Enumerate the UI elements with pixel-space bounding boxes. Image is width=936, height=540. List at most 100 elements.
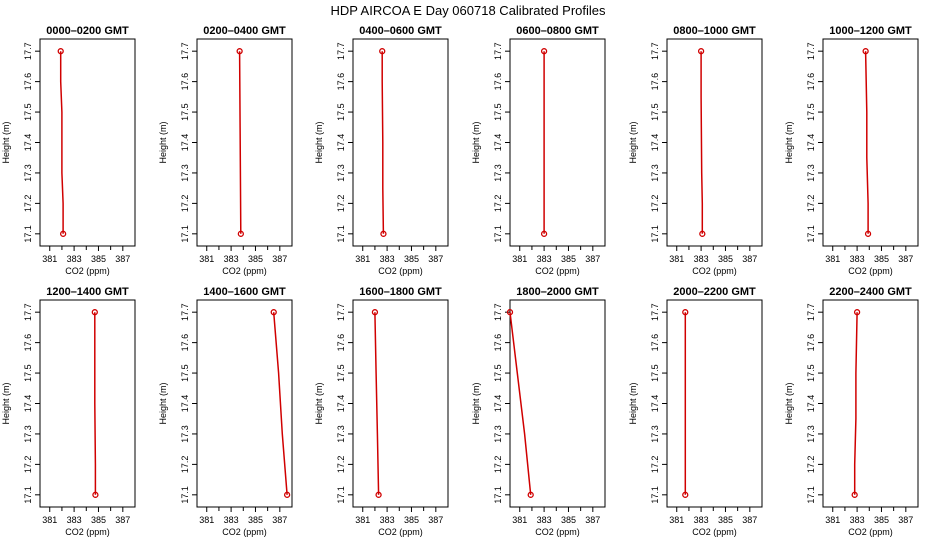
x-tick-label: 381 xyxy=(355,515,370,525)
y-tick-label: 17.4 xyxy=(806,134,816,152)
y-tick-label: 17.5 xyxy=(336,103,346,121)
x-axis-label: CO2 (ppm) xyxy=(65,527,110,537)
y-tick-label: 17.7 xyxy=(650,303,660,321)
endpoint-marker xyxy=(283,491,291,498)
y-tick-label: 17.5 xyxy=(180,103,190,121)
x-tick-label: 385 xyxy=(248,515,263,525)
y-tick-label: 17.6 xyxy=(806,334,816,352)
x-tick-label: 383 xyxy=(694,254,709,264)
x-axis-label: CO2 (ppm) xyxy=(692,266,737,276)
y-tick-label: 17.3 xyxy=(336,425,346,443)
y-tick-label: 17.2 xyxy=(23,456,33,474)
profile-line xyxy=(381,51,385,234)
endpoint-marker xyxy=(699,230,706,237)
panel-title: 2200–2400 GMT xyxy=(829,286,912,298)
x-tick-label: 387 xyxy=(115,515,130,525)
y-tick-label: 17.5 xyxy=(493,364,503,382)
profile-line xyxy=(94,312,97,495)
y-tick-label: 17.3 xyxy=(23,164,33,182)
y-tick-label: 17.4 xyxy=(180,134,190,152)
endpoint-marker xyxy=(540,48,548,55)
endpoint-marker xyxy=(682,491,689,498)
endpoint-marker xyxy=(540,230,548,237)
plot-frame xyxy=(39,38,136,247)
y-tick-label: 17.7 xyxy=(806,303,816,321)
y-tick-label: 17.5 xyxy=(493,103,503,121)
x-tick-label: 385 xyxy=(404,254,419,264)
y-tick-label: 17.1 xyxy=(23,225,33,243)
y-tick-label: 17.7 xyxy=(650,42,660,60)
endpoint-marker xyxy=(853,309,861,316)
y-tick-label: 17.2 xyxy=(806,456,816,474)
y-tick-label: 17.7 xyxy=(493,303,503,321)
profile-panel: 1200–1400 GMT 381 383 385 387 CO2 (ppm) 17.1 17… xyxy=(1,286,136,537)
x-tick-label: 381 xyxy=(512,515,527,525)
y-tick-label: 17.7 xyxy=(23,42,33,60)
figure-title: HDP AIRCOA E Day 060718 Calibrated Profi… xyxy=(330,3,606,18)
y-tick-label: 17.6 xyxy=(180,73,190,91)
x-tick-label: 385 xyxy=(874,515,889,525)
x-axis-label: CO2 (ppm) xyxy=(222,527,267,537)
x-tick-label: 381 xyxy=(199,254,214,264)
endpoint-marker xyxy=(270,309,277,316)
x-tick-label: 385 xyxy=(561,515,576,525)
panel-title: 1000–1200 GMT xyxy=(829,25,912,37)
y-axis-label: Height (m) xyxy=(784,382,794,424)
y-tick-label: 17.5 xyxy=(650,364,660,382)
y-tick-label: 17.4 xyxy=(336,395,346,413)
y-tick-label: 17.6 xyxy=(23,73,33,91)
profile-panel: 2200–2400 GMT 381 383 385 387 CO2 (ppm) 17.1 17… xyxy=(784,286,919,537)
y-tick-label: 17.3 xyxy=(493,164,503,182)
y-tick-label: 17.1 xyxy=(493,225,503,243)
endpoint-marker xyxy=(527,491,534,498)
y-tick-label: 17.5 xyxy=(806,364,816,382)
y-axis-label: Height (m) xyxy=(1,382,11,424)
profile-line xyxy=(853,312,858,495)
y-tick-label: 17.1 xyxy=(806,225,816,243)
x-tick-label: 381 xyxy=(42,254,57,264)
endpoint-marker xyxy=(57,48,64,55)
x-tick-label: 385 xyxy=(718,254,733,264)
panel-title: 0800–1000 GMT xyxy=(673,25,756,37)
x-tick-label: 387 xyxy=(742,515,757,525)
plot-frame xyxy=(509,38,606,247)
endpoint-marker xyxy=(864,230,872,237)
y-tick-label: 17.3 xyxy=(806,425,816,443)
y-axis-label: Height (m) xyxy=(1,121,11,163)
endpoint-marker xyxy=(59,230,67,237)
y-tick-label: 17.1 xyxy=(806,486,816,504)
plot-frame xyxy=(666,299,763,508)
y-axis-label: Height (m) xyxy=(471,121,481,163)
x-tick-label: 383 xyxy=(67,254,82,264)
y-tick-label: 17.7 xyxy=(23,303,33,321)
panel-title: 0600–0800 GMT xyxy=(516,25,599,37)
profile-panel: 1400–1600 GMT 381 383 385 387 CO2 (ppm) 17.1 17… xyxy=(158,286,293,537)
x-axis-label: CO2 (ppm) xyxy=(692,527,737,537)
profile-panel: 2000–2200 GMT 381 383 385 387 CO2 (ppm) 17.1 17… xyxy=(628,286,763,537)
panel-title: 0200–0400 GMT xyxy=(203,25,286,37)
y-tick-label: 17.7 xyxy=(336,303,346,321)
endpoint-marker xyxy=(682,309,689,316)
y-tick-label: 17.2 xyxy=(180,195,190,213)
plot-frame xyxy=(822,38,919,247)
x-axis-label: CO2 (ppm) xyxy=(65,266,110,276)
plot-frame xyxy=(352,38,449,247)
profile-panel: 0800–1000 GMT 381 383 385 387 CO2 (ppm) 17.1 17… xyxy=(628,25,763,276)
x-axis-label: CO2 (ppm) xyxy=(535,266,580,276)
y-axis-label: Height (m) xyxy=(158,382,168,424)
plot-frame xyxy=(666,38,763,247)
y-tick-label: 17.1 xyxy=(650,225,660,243)
y-tick-label: 17.3 xyxy=(493,425,503,443)
profile-line xyxy=(509,312,532,495)
x-tick-label: 385 xyxy=(91,515,106,525)
y-tick-label: 17.7 xyxy=(180,303,190,321)
endpoint-marker xyxy=(380,230,387,237)
y-tick-label: 17.3 xyxy=(336,164,346,182)
y-tick-label: 17.4 xyxy=(180,395,190,413)
endpoint-marker xyxy=(851,491,858,498)
y-tick-label: 17.2 xyxy=(806,195,816,213)
y-tick-label: 17.2 xyxy=(336,456,346,474)
y-tick-label: 17.1 xyxy=(493,486,503,504)
y-tick-label: 17.4 xyxy=(806,395,816,413)
x-tick-label: 381 xyxy=(355,254,370,264)
